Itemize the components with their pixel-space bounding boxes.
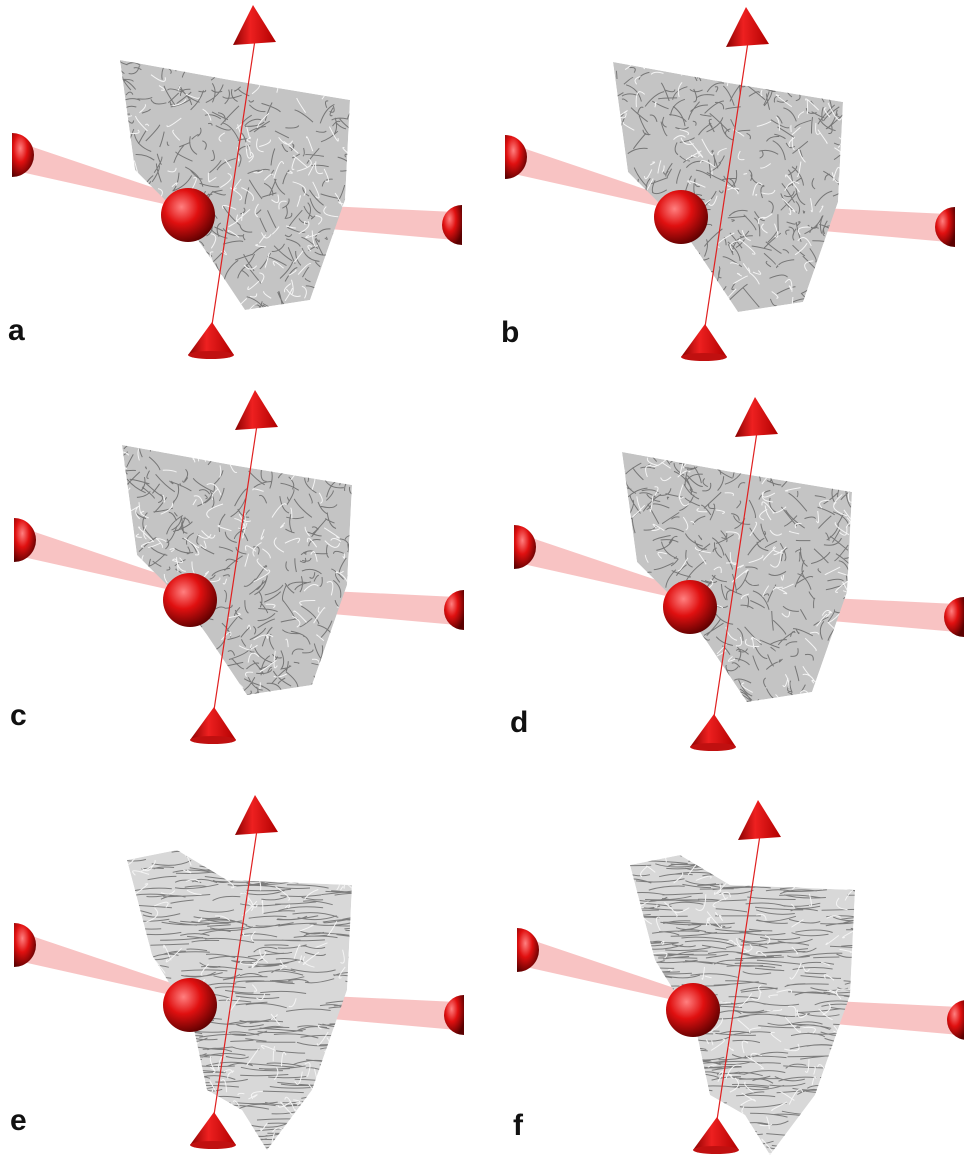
- sphere-center: [163, 573, 217, 627]
- sphere-center: [663, 580, 717, 634]
- panel: f: [513, 800, 964, 1169]
- sphere-center: [161, 188, 215, 242]
- sphere-center: [666, 983, 720, 1037]
- cone-top: [233, 5, 276, 45]
- panel: d: [510, 397, 964, 774]
- cone-base: [188, 351, 234, 359]
- figure: a b c d e f: [0, 0, 964, 1169]
- fibers: [587, 34, 867, 385]
- panel-label: c: [10, 699, 27, 732]
- fibers: [106, 419, 380, 763]
- fibers: [600, 427, 876, 774]
- panel: c: [10, 390, 464, 763]
- cone-base: [190, 736, 236, 744]
- cone-base: [693, 1146, 739, 1154]
- panel: b: [501, 7, 955, 385]
- cone-top: [735, 397, 778, 437]
- sphere-center: [654, 190, 708, 244]
- panel-label: e: [10, 1104, 27, 1137]
- sphere-center: [163, 978, 217, 1032]
- panel: e: [10, 795, 464, 1169]
- cone-bottom: [693, 1117, 739, 1150]
- cone-top: [235, 390, 278, 430]
- cone-bottom: [690, 714, 736, 747]
- cone-bottom: [190, 1112, 236, 1145]
- fiber-base: [613, 62, 843, 312]
- cone-top: [726, 7, 769, 47]
- cone-base: [681, 353, 727, 361]
- panel-label: f: [513, 1109, 524, 1142]
- cone-base: [690, 743, 736, 751]
- fibers: [100, 38, 372, 384]
- panel-label: a: [8, 314, 25, 347]
- panel-label: d: [510, 706, 528, 739]
- cone-bottom: [188, 322, 234, 355]
- cone-top: [235, 795, 278, 835]
- fiber-base: [122, 445, 352, 695]
- cone-bottom: [681, 324, 727, 357]
- cone-top: [738, 800, 781, 840]
- panel-label: b: [501, 316, 519, 349]
- cone-base: [190, 1141, 236, 1149]
- cone-bottom: [190, 707, 236, 740]
- panel: a: [8, 5, 462, 384]
